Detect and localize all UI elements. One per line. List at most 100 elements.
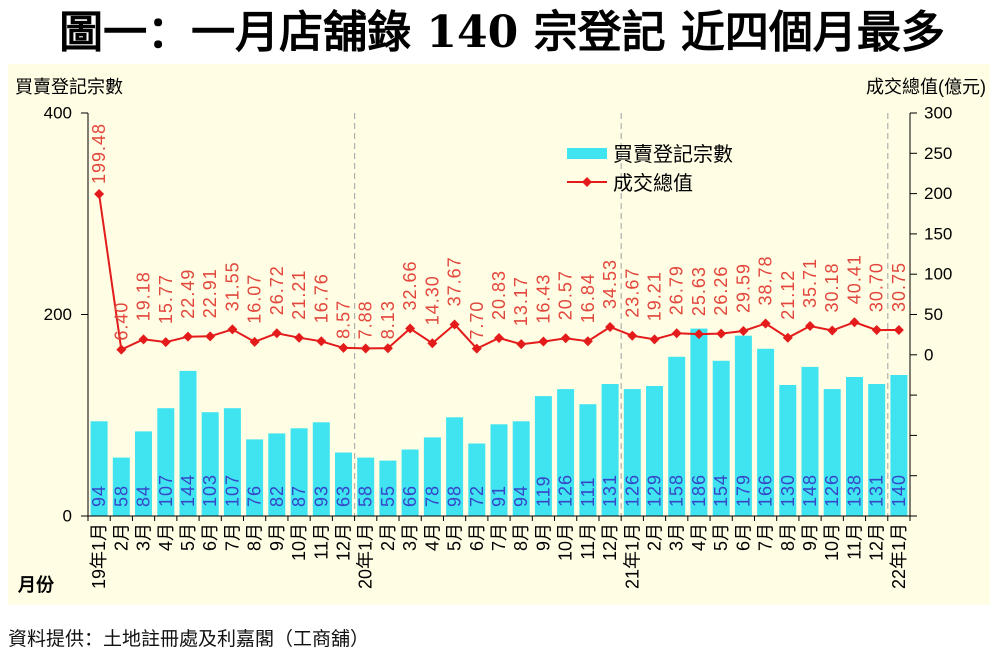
line-point-9 <box>271 328 282 339</box>
bar-value-label-7: 107 <box>222 474 242 507</box>
x-tick-label-24: 12月 <box>600 523 620 561</box>
line-value-label-16: 14.30 <box>422 275 442 325</box>
bar-value-label-2: 58 <box>111 485 131 507</box>
bar-8 <box>246 439 264 516</box>
x-tick-label-3: 3月 <box>134 523 154 551</box>
line-point-24 <box>605 321 616 332</box>
line-point-21 <box>538 336 549 347</box>
line-point-2 <box>116 344 127 355</box>
line-value-label-11: 16.76 <box>311 273 331 323</box>
x-tick-label-18: 6月 <box>467 523 487 551</box>
x-tick-label-27: 3月 <box>667 523 687 551</box>
bar-24 <box>601 384 619 516</box>
left-axis-title: 買賣登記宗數 <box>15 77 123 97</box>
year-dividers <box>353 113 889 516</box>
x-tick-label-11: 11月 <box>311 523 331 560</box>
bar-value-labels: 94 58 84 107 144 103 107 76 82 87 93 63 58 55 66 78 98 72… <box>89 474 909 507</box>
bar-value-label-18: 72 <box>467 485 487 507</box>
line-value-label-22: 20.57 <box>556 270 576 320</box>
line-point-19 <box>494 333 504 344</box>
bar-value-label-33: 148 <box>800 474 820 507</box>
bar-35 <box>846 377 863 516</box>
bar-value-label-37: 140 <box>889 474 909 507</box>
right-tick-label-5: 250 <box>924 144 952 163</box>
bar-21 <box>534 396 552 516</box>
legend-marker-diamond <box>582 177 592 187</box>
line-value-label-1: 199.48 <box>89 123 109 184</box>
line-point-33 <box>805 321 816 332</box>
line-point-6 <box>205 331 216 342</box>
bar-value-label-15: 66 <box>400 485 420 507</box>
bar-value-label-31: 166 <box>756 474 776 507</box>
x-tick-label-32: 8月 <box>778 523 798 551</box>
bar-value-label-14: 55 <box>378 485 398 507</box>
x-axis-tick-labels: 19年1月 2月 3月 4月 5月 6月 7月 8月 9月 10月 11月 12月 20年1月 2月 3月 4… <box>89 523 909 589</box>
bar-33 <box>801 366 819 516</box>
bar-value-label-34: 126 <box>822 474 842 507</box>
x-tick-label-20: 8月 <box>511 523 531 551</box>
line-value-label-4: 15.77 <box>156 274 176 324</box>
x-tick-label-28: 4月 <box>689 523 709 551</box>
x-tick-label-2: 2月 <box>111 523 131 551</box>
line-value-label-8: 16.07 <box>245 274 265 324</box>
x-tick-label-31: 7月 <box>756 523 776 551</box>
x-tick-label-17: 5月 <box>445 523 465 551</box>
line-value-label-13: 7.88 <box>356 300 376 339</box>
x-tick-label-37: 22年1月 <box>889 523 909 589</box>
line-point-18 <box>471 343 482 354</box>
line-value-label-19: 20.83 <box>489 270 509 320</box>
bar-25 <box>623 389 641 516</box>
line-point-10 <box>294 332 305 343</box>
left-tick-label-1: 200 <box>44 305 72 324</box>
bar-26 <box>646 386 663 516</box>
bar-22 <box>557 389 575 516</box>
bar-12 <box>335 452 352 516</box>
bar-value-label-24: 131 <box>600 474 620 507</box>
chart-title: 圖一：一月店舖錄 140 宗登記 近四個月最多 <box>59 7 945 58</box>
bar-28 <box>690 328 708 516</box>
line-value-label-31: 38.78 <box>756 255 776 305</box>
line-value-label-34: 30.18 <box>822 262 842 312</box>
bar-5 <box>179 370 197 516</box>
x-tick-label-7: 7月 <box>222 523 242 551</box>
bar-7 <box>223 408 241 516</box>
line-value-label-2: 6.40 <box>111 302 131 341</box>
line-point-37 <box>893 325 904 336</box>
x-tick-label-15: 3月 <box>400 523 420 551</box>
bar-value-label-35: 138 <box>845 474 865 507</box>
x-tick-label-9: 9月 <box>267 523 287 551</box>
bar-value-label-3: 84 <box>134 485 154 507</box>
line-point-5 <box>182 331 193 342</box>
x-tick-label-25: 21年1月 <box>622 523 642 589</box>
bar-value-label-25: 126 <box>622 474 642 507</box>
line-value-label-37: 30.75 <box>889 262 909 312</box>
bar-16 <box>423 437 441 516</box>
line-value-label-14: 8.13 <box>378 300 398 339</box>
line-value-label-20: 13.17 <box>511 276 531 326</box>
x-tick-label-5: 5月 <box>178 523 198 551</box>
bar-6 <box>201 412 219 516</box>
bar-14 <box>379 460 397 516</box>
bar-29 <box>712 360 730 516</box>
legend: 買賣登記宗數 成交總值 <box>567 143 733 195</box>
bar-value-label-26: 129 <box>645 474 665 507</box>
line-value-label-3: 19.18 <box>134 271 154 321</box>
right-tick-label-6: 300 <box>924 104 952 123</box>
x-tick-label-14: 2月 <box>378 523 398 551</box>
line-point-15 <box>405 323 416 334</box>
line-point-12 <box>338 342 349 353</box>
x-tick-label-35: 11月 <box>845 523 865 560</box>
bar-1 <box>90 421 108 516</box>
line-value-label-7: 31.55 <box>222 261 242 311</box>
line-value-label-36: 30.70 <box>867 262 887 312</box>
line-point-14 <box>382 343 393 354</box>
line-value-label-35: 40.41 <box>845 254 865 304</box>
bar-9 <box>268 433 286 516</box>
line-point-3 <box>138 334 149 345</box>
source-note: 資料提供：土地註冊處及利嘉閣（工商舖） <box>8 629 370 650</box>
line-point-4 <box>160 337 171 348</box>
line-value-labels: 199.48 6.40 19.18 15.77 22.49 22.91 31.55 16.07… <box>89 123 909 341</box>
x-tick-label-12: 12月 <box>334 523 354 561</box>
line-point-1 <box>94 189 105 200</box>
